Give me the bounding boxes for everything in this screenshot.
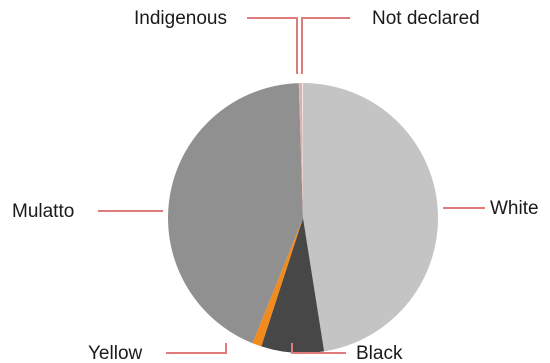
slice-label-mulatto: Mulatto <box>12 201 74 222</box>
slice-label-yellow: Yellow <box>88 343 143 363</box>
pie-slice-mulatto <box>168 83 303 344</box>
leader-lines <box>98 17 485 354</box>
slice-label-white: White <box>490 198 539 219</box>
slice-label-not-declared: Not declared <box>372 8 480 29</box>
slice-label-indigenous: Indigenous <box>134 8 227 29</box>
pie-slice-indigenous <box>298 83 303 218</box>
pie-slices <box>168 82 439 354</box>
leader-line-not-declared <box>301 17 350 74</box>
leader-line-indigenous <box>247 17 298 74</box>
pie-slice-white <box>303 83 439 352</box>
pie-slice-yellow <box>252 218 303 347</box>
slice-labels: Indigenous Not declared White Black Yellow Mu… <box>12 8 539 363</box>
leader-line-black <box>291 343 346 354</box>
pie-slice-black <box>261 218 325 354</box>
pie-slice-not-declared <box>302 82 303 219</box>
leader-line-yellow <box>166 343 227 354</box>
slice-label-black: Black <box>356 343 403 363</box>
